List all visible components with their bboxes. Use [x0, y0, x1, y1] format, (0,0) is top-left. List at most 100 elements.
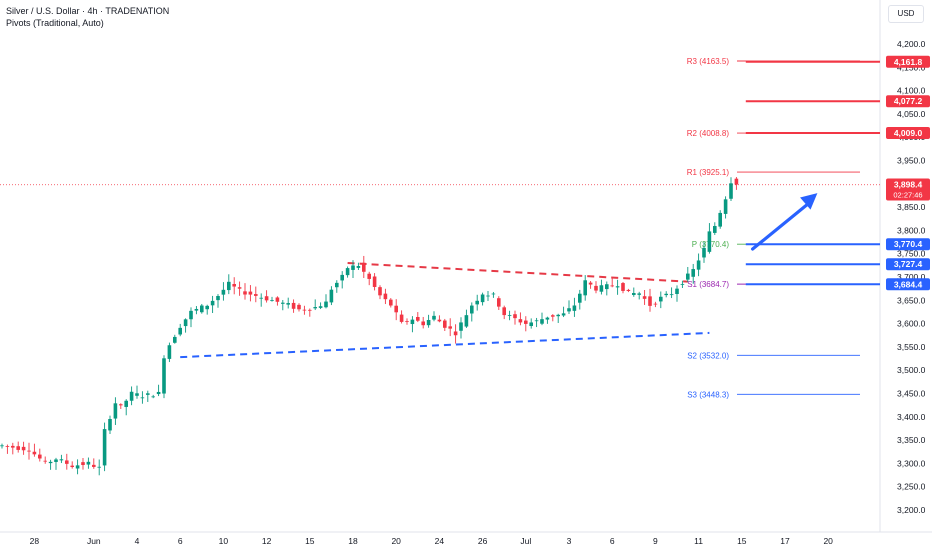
candle-body — [394, 305, 398, 313]
candle-body — [232, 284, 236, 287]
candle-body — [637, 293, 641, 295]
candle-body — [421, 321, 425, 326]
candle-body — [43, 460, 47, 462]
candle — [572, 297, 577, 317]
candle — [459, 317, 463, 339]
level-pill-5: 3,684.4 — [894, 279, 923, 289]
candle — [146, 390, 150, 402]
candle — [297, 303, 301, 312]
candle — [734, 177, 739, 190]
candle — [626, 288, 631, 293]
level-pill-1-bg — [886, 95, 930, 108]
candle — [610, 278, 614, 288]
pivot-label-s1: S1 (3684.7) — [687, 280, 729, 289]
candle-body — [194, 308, 199, 311]
candle-body — [264, 296, 269, 301]
arrow-shaft — [750, 199, 814, 251]
candle — [443, 318, 447, 332]
last-price-pill-bg — [886, 178, 930, 201]
candle-body — [621, 283, 625, 291]
candle — [410, 316, 415, 333]
x-tick-label: Jun — [87, 536, 101, 546]
x-tick-label: 11 — [694, 536, 703, 546]
candle — [367, 271, 371, 286]
currency-button[interactable]: USD — [888, 5, 924, 23]
candle-body — [281, 302, 285, 304]
candle — [318, 302, 323, 310]
candle-body — [648, 296, 652, 306]
candle-body — [556, 314, 560, 317]
candle — [497, 296, 501, 311]
y-tick-label: 4,100.0 — [897, 86, 926, 96]
candle — [707, 223, 712, 254]
candle-body — [156, 391, 161, 395]
y-tick-label: 4,050.0 — [897, 109, 926, 119]
candle — [632, 287, 636, 297]
x-tick-label: 4 — [135, 536, 140, 546]
candle — [518, 312, 523, 326]
candle-body — [362, 262, 366, 272]
candle — [75, 459, 80, 475]
candle — [221, 282, 226, 301]
candle-body — [302, 309, 307, 311]
candle — [432, 311, 436, 322]
candle-body — [97, 466, 101, 468]
candle — [308, 308, 312, 317]
candle — [599, 279, 604, 295]
candle — [437, 315, 442, 323]
candle-body — [178, 327, 182, 335]
candle — [340, 271, 344, 289]
x-tick-label: 10 — [219, 536, 229, 546]
candle — [421, 316, 425, 329]
candle — [270, 296, 274, 302]
candle-body — [183, 319, 188, 327]
candle — [448, 318, 452, 337]
candle — [378, 285, 382, 300]
candle-body — [680, 283, 685, 285]
candle — [556, 313, 560, 323]
y-tick-label: 3,250.0 — [897, 482, 926, 492]
candle — [124, 399, 128, 416]
candle-body — [578, 293, 582, 303]
candle-body — [691, 269, 695, 277]
candle — [470, 302, 474, 322]
candle-body — [599, 285, 604, 292]
candle — [119, 403, 123, 409]
candle-body — [313, 307, 317, 309]
candle — [718, 210, 722, 229]
candle — [362, 255, 366, 278]
y-tick-label: 4,200.0 — [897, 39, 926, 49]
x-tick-label: 20 — [391, 536, 401, 546]
candle — [200, 303, 204, 314]
candle — [691, 263, 695, 284]
candle — [723, 196, 728, 219]
level-pill-3-bg — [886, 238, 930, 251]
candle-body — [32, 451, 37, 455]
candle-body — [167, 345, 172, 359]
candle-body — [0, 445, 4, 447]
candle — [594, 281, 598, 294]
y-tick-label: 3,700.0 — [897, 272, 926, 282]
candle — [129, 386, 134, 406]
candle — [686, 266, 690, 283]
level-pill-0-bg — [886, 55, 930, 68]
candle-body — [491, 293, 496, 295]
x-tick-label: 6 — [610, 536, 615, 546]
candle-body — [426, 320, 431, 326]
indicator-label[interactable]: Pivots (Traditional, Auto) — [6, 18, 104, 28]
level-pill-5-bg — [886, 278, 930, 291]
candle — [399, 310, 404, 324]
candle — [183, 318, 188, 333]
candle — [524, 316, 528, 332]
candle — [291, 299, 296, 313]
candle-body — [561, 313, 566, 316]
candle — [534, 317, 539, 328]
candle-body — [135, 393, 139, 396]
candle-body — [502, 307, 506, 316]
candle-body — [329, 289, 334, 303]
candle-body — [437, 319, 442, 322]
x-tick-label: 18 — [348, 536, 358, 546]
pivot-label-s3: S3 (3448.3) — [687, 390, 729, 399]
